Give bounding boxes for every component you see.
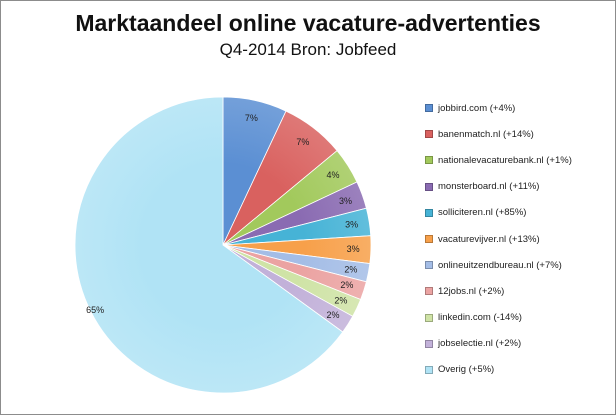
slice-label: 3% xyxy=(347,244,360,254)
slice-label: 3% xyxy=(339,196,352,206)
legend-swatch xyxy=(425,182,433,191)
slice-label: 4% xyxy=(326,170,339,180)
slice-label: 2% xyxy=(326,310,339,320)
legend-item: jobselectie.nl (+2%) xyxy=(425,331,610,357)
chart-subtitle: Q4-2014 Bron: Jobfeed xyxy=(219,40,397,59)
slice-label: 65% xyxy=(86,305,104,315)
legend-label: 12jobs.nl (+2%) xyxy=(438,285,505,297)
pie-slice xyxy=(74,96,344,394)
legend-label: nationalevacaturebank.nl (+1%) xyxy=(438,154,572,166)
legend-swatch xyxy=(425,208,433,217)
legend-label: vacaturevijver.nl (+13%) xyxy=(438,233,540,245)
slice-label: 2% xyxy=(344,264,357,274)
slice-label: 7% xyxy=(245,113,258,123)
legend-item: solliciteren.nl (+85%) xyxy=(425,200,610,226)
legend-label: monsterboard.nl (+11%) xyxy=(438,181,540,193)
legend-item: onlineuitzendbureau.nl (+7%) xyxy=(425,252,610,278)
slice-label: 2% xyxy=(334,295,347,305)
chart-legend: jobbird.com (+4%) banenmatch.nl (+14%) nat… xyxy=(425,95,610,383)
legend-swatch xyxy=(425,235,433,244)
slice-label: 2% xyxy=(340,280,353,290)
legend-item: nationalevacaturebank.nl (+1%) xyxy=(425,147,610,173)
chart-title: Marktaandeel online vacature-advertentie… xyxy=(75,10,541,36)
slice-label: 7% xyxy=(296,137,309,147)
legend-item: jobbird.com (+4%) xyxy=(425,95,610,121)
legend-label: solliciteren.nl (+85%) xyxy=(438,207,527,219)
legend-swatch xyxy=(425,313,433,322)
legend-label: jobselectie.nl (+2%) xyxy=(438,338,522,350)
legend-item: linkedin.com (-14%) xyxy=(425,305,610,331)
legend-item: monsterboard.nl (+11%) xyxy=(425,174,610,200)
legend-item: Overig (+5%) xyxy=(425,357,610,383)
legend-swatch xyxy=(425,339,433,348)
legend-label: linkedin.com (-14%) xyxy=(438,312,522,324)
legend-label: onlineuitzendbureau.nl (+7%) xyxy=(438,259,562,271)
legend-item: 12jobs.nl (+2%) xyxy=(425,278,610,304)
legend-swatch xyxy=(425,365,433,374)
legend-swatch xyxy=(425,130,433,139)
legend-swatch xyxy=(425,104,433,113)
legend-swatch xyxy=(425,156,433,165)
legend-item: banenmatch.nl (+14%) xyxy=(425,121,610,147)
legend-label: banenmatch.nl (+14%) xyxy=(438,128,534,140)
legend-label: Overig (+5%) xyxy=(438,364,495,376)
legend-label: jobbird.com (+4%) xyxy=(438,102,516,114)
legend-swatch xyxy=(425,287,433,296)
legend-swatch xyxy=(425,261,433,270)
legend-item: vacaturevijver.nl (+13%) xyxy=(425,226,610,252)
slice-label: 3% xyxy=(345,220,358,230)
